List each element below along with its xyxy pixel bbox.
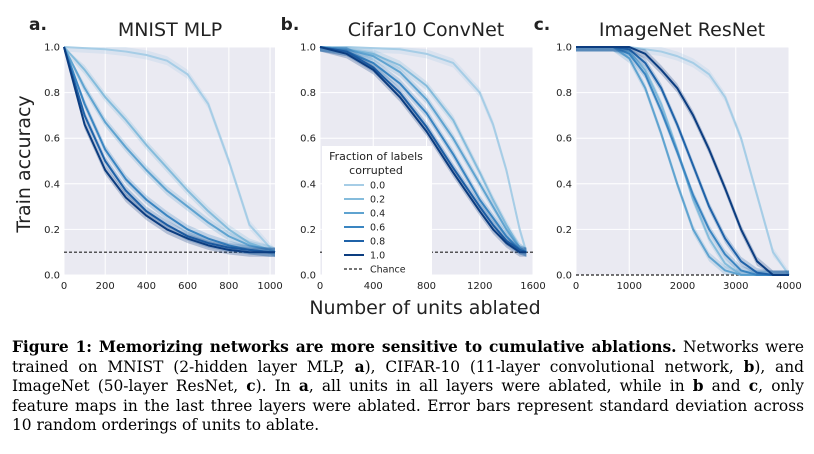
x-tick-label: 1000: [617, 281, 642, 292]
series-line-0.6: [319, 46, 527, 254]
y-tick-label: 0.0: [556, 271, 572, 282]
panel-letter: b.: [281, 15, 300, 35]
caption-text-7: , only feature maps in the last three la…: [12, 377, 804, 434]
y-tick-label: 0.8: [44, 88, 60, 99]
series-line-0.0: [63, 46, 276, 253]
x-tick-label: 0: [573, 281, 579, 292]
chart-title: ImageNet ResNet: [599, 19, 765, 41]
panel-letter: c.: [534, 15, 551, 35]
caption-text-5: , all units in all layers were ablated, …: [308, 377, 693, 395]
x-axis-label: Number of units ablated: [309, 297, 540, 319]
caption-ref-a: a: [354, 357, 365, 376]
caption-text-3: ), and ImageNet (50-layer ResNet,: [12, 357, 804, 396]
y-tick-label: 1.0: [300, 43, 316, 54]
error-band-0.8: [320, 47, 527, 257]
series-line-0.0: [320, 46, 528, 253]
caption-ref-a2: a: [298, 377, 309, 395]
y-tick-label: 0.8: [300, 88, 316, 99]
legend-entry: 0.4: [370, 209, 385, 220]
y-tick-label: 0.0: [300, 271, 316, 282]
legend-title: Fraction of labels: [329, 150, 423, 163]
caption-text-2: ), CIFAR-10 (11-layer convolutional netw…: [364, 357, 744, 376]
y-axis-label: Train accuracy: [13, 95, 35, 233]
caption-text-1: Networks were trained on MNIST (2-hidden…: [12, 338, 805, 376]
y-tick-label: 1.0: [44, 43, 60, 54]
y-tick-label: 0.0: [44, 271, 60, 282]
x-tick-label: 3000: [723, 281, 748, 292]
error-band-0.0: [576, 47, 789, 275]
y-tick-label: 0.4: [44, 179, 60, 190]
legend-entry: 0.0: [370, 181, 385, 192]
legend-entry: 0.8: [370, 237, 385, 248]
x-tick-label: 400: [364, 281, 383, 292]
legend-entry: 0.6: [370, 223, 385, 234]
caption-lead: Figure 1: Memorizing networks are more s…: [12, 338, 677, 356]
caption-ref-c: c: [246, 377, 256, 395]
series-line-0.8: [576, 46, 789, 276]
y-tick-label: 0.2: [300, 225, 316, 236]
series-line-1.0: [319, 46, 527, 254]
caption-ref-c2: c: [748, 377, 759, 395]
x-tick-label: 200: [96, 281, 115, 292]
series-line-0.4: [63, 46, 276, 254]
chart-panel-1: 0 200 400 600 800 1000 0.0 0.2 0.4 0.6 0.8 1.0 a. MNI…: [29, 15, 283, 292]
figure-caption: Figure 1: Memorizing networks are more s…: [12, 338, 804, 436]
y-tick-label: 0.6: [300, 134, 316, 145]
x-tick-label: 2000: [670, 281, 695, 292]
x-tick-label: 1000: [257, 281, 282, 292]
legend-entry-chance: Chance: [370, 265, 406, 276]
y-tick-label: 0.6: [556, 134, 572, 145]
x-tick-label: 0: [61, 281, 67, 292]
series-line-0.8: [63, 46, 275, 254]
caption-text-6: and: [703, 377, 749, 395]
series-line-1.0: [63, 46, 275, 254]
y-tick-label: 0.8: [556, 88, 572, 99]
series-line-1.0: [576, 46, 789, 276]
x-tick-label: 1200: [467, 281, 492, 292]
legend-entry: 0.2: [370, 195, 385, 206]
panel-letter: a.: [29, 15, 47, 35]
series-line-0.8: [319, 46, 527, 254]
caption-text-4: ). In: [255, 377, 299, 395]
caption-ref-b: b: [743, 357, 755, 376]
x-tick-label: 400: [137, 281, 156, 292]
series-line-0.4: [319, 46, 527, 254]
chart-panel-3: 0 1000 2000 3000 4000 0.0 0.2 0.4 0.6 0.8 1.0 c. Ima…: [534, 15, 802, 292]
legend-entry: 1.0: [370, 251, 385, 262]
y-tick-label: 1.0: [556, 43, 572, 54]
error-band-0.2: [64, 47, 275, 257]
y-tick-label: 0.4: [556, 179, 572, 190]
legend-title: corrupted: [349, 164, 403, 177]
y-tick-label: 0.6: [44, 134, 60, 145]
x-tick-label: 800: [417, 281, 436, 292]
figure: Train accuracy Number of units ablated 0…: [13, 15, 802, 319]
y-tick-label: 0.2: [556, 225, 572, 236]
x-tick-label: 1600: [520, 281, 545, 292]
x-tick-label: 800: [219, 281, 238, 292]
x-tick-label: 4000: [776, 281, 801, 292]
x-tick-label: 0: [317, 281, 323, 292]
series-line-0.6: [576, 46, 789, 276]
series-line-0.2: [63, 46, 276, 254]
caption-ref-b2: b: [692, 377, 704, 395]
chart-title: MNIST MLP: [118, 19, 222, 41]
y-tick-label: 0.4: [300, 179, 316, 190]
series-line-0.2: [319, 46, 527, 254]
y-tick-label: 0.2: [44, 225, 60, 236]
chart-title: Cifar10 ConvNet: [348, 19, 504, 41]
x-tick-label: 600: [178, 281, 197, 292]
legend-background: [322, 146, 432, 276]
